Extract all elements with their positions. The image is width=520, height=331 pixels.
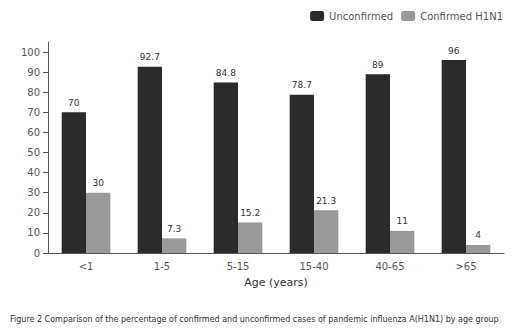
svg-text:20: 20: [27, 207, 40, 218]
svg-text:1-5: 1-5: [154, 261, 170, 272]
svg-text:4: 4: [475, 230, 481, 240]
svg-text:70: 70: [27, 107, 40, 118]
svg-text:60: 60: [27, 127, 40, 138]
svg-text:21.3: 21.3: [316, 196, 336, 206]
svg-text:40-65: 40-65: [375, 261, 404, 272]
svg-text:<1: <1: [79, 261, 94, 272]
svg-text:0: 0: [34, 248, 40, 259]
svg-text:30: 30: [27, 187, 40, 198]
svg-text:>65: >65: [455, 261, 476, 272]
svg-text:84.8: 84.8: [216, 68, 236, 78]
svg-text:7.3: 7.3: [167, 224, 181, 234]
svg-text:50: 50: [27, 147, 40, 158]
svg-text:70: 70: [68, 98, 80, 108]
svg-text:78.7: 78.7: [292, 80, 312, 90]
svg-text:90: 90: [27, 67, 40, 78]
svg-text:96: 96: [448, 46, 460, 56]
svg-text:Age (years): Age (years): [244, 276, 308, 289]
svg-text:92.7: 92.7: [140, 52, 160, 62]
svg-text:10: 10: [27, 227, 40, 238]
svg-text:Confirmed H1N1: Confirmed H1N1: [420, 11, 503, 22]
svg-text:80: 80: [27, 87, 40, 98]
svg-text:5-15: 5-15: [227, 261, 250, 272]
svg-text:11: 11: [396, 216, 407, 226]
svg-text:15.2: 15.2: [240, 208, 260, 218]
svg-text:100: 100: [21, 47, 40, 58]
svg-text:40: 40: [27, 167, 40, 178]
svg-text:Figure 2 Comparison of the per: Figure 2 Comparison of the percentage of…: [10, 315, 499, 324]
svg-text:Unconfirmed: Unconfirmed: [329, 11, 393, 22]
svg-text:30: 30: [92, 178, 104, 188]
svg-text:89: 89: [372, 60, 384, 70]
svg-text:15-40: 15-40: [299, 261, 328, 272]
